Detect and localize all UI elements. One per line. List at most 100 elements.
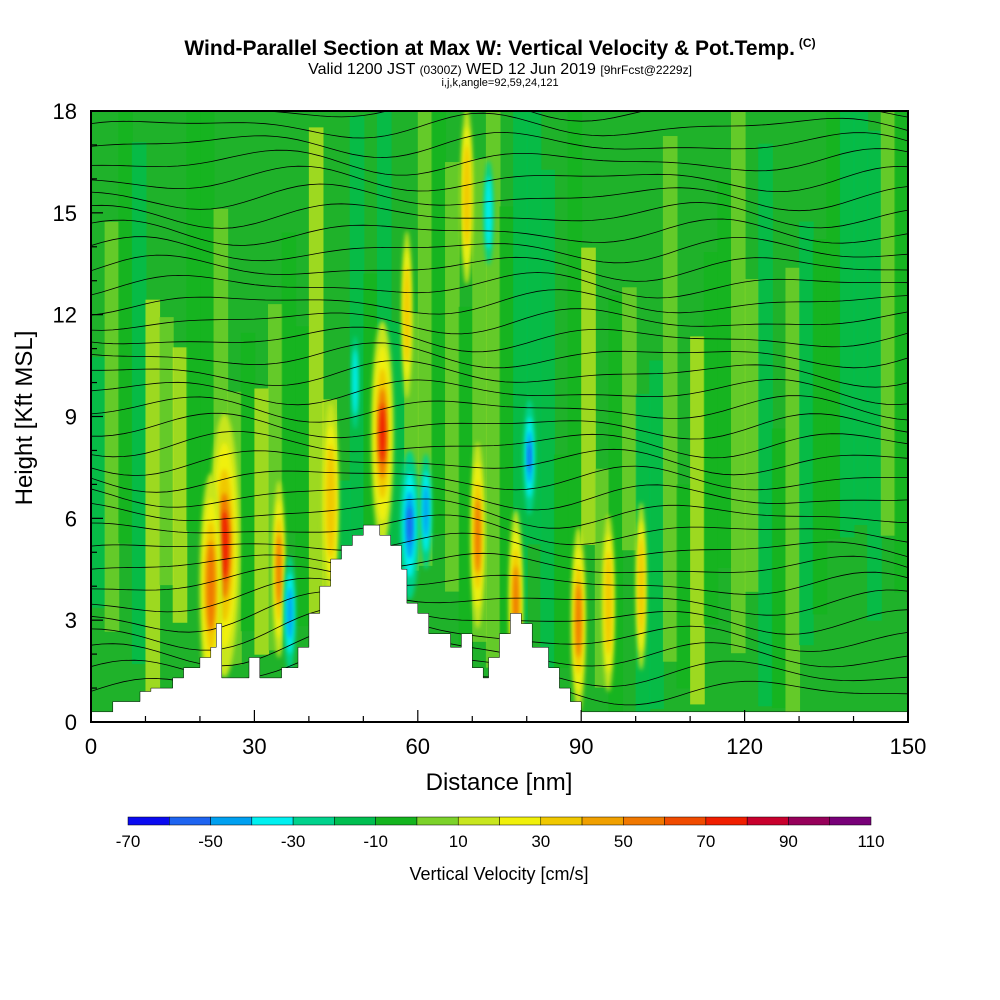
velocity-band (104, 221, 120, 632)
velocity-band (690, 336, 705, 705)
updraft-cell (206, 541, 216, 632)
updraft-cell (379, 404, 386, 463)
isentrope-line (91, 236, 908, 264)
velocity-band (553, 454, 569, 669)
forecast-info: [9hrFcst@2229z] (600, 63, 692, 77)
downdraft-cell (527, 442, 531, 472)
updraft-cell (276, 533, 282, 605)
velocity-band (581, 247, 596, 545)
y-tick-label: 3 (65, 608, 77, 633)
isentrope-line (91, 218, 908, 246)
isentrope-line (91, 359, 908, 388)
colorbar-tick-label: 110 (857, 832, 884, 851)
downdraft-cell (423, 485, 429, 538)
isentrope-line (91, 552, 908, 574)
velocity-band (458, 306, 474, 657)
terrain (90, 524, 909, 723)
x-tick-label: 0 (85, 734, 97, 759)
updraft-cell (326, 444, 336, 559)
y-tick-label: 0 (65, 710, 77, 735)
velocity-band (853, 111, 869, 526)
velocity-band (308, 127, 324, 641)
velocity-field (91, 111, 908, 718)
isentrope-line (91, 498, 908, 529)
isentrope-line (91, 326, 908, 353)
velocity-band (445, 162, 460, 592)
colorbar-tick-label: -30 (281, 832, 306, 851)
x-tick-label: 60 (406, 734, 430, 759)
velocity-band (826, 111, 841, 539)
colorbar-swatch (127, 816, 170, 826)
velocity-band (281, 232, 297, 534)
updraft-cell (575, 582, 582, 658)
isentrope-line (91, 183, 908, 212)
colorbar-swatch (788, 816, 830, 826)
y-tick-label: 9 (65, 405, 77, 430)
x-tick-label: 90 (569, 734, 593, 759)
velocity-band (717, 180, 732, 568)
velocity-band (676, 484, 692, 689)
downdraft-cell (287, 587, 293, 640)
velocity-band (771, 428, 787, 709)
updraft-cell (638, 537, 645, 635)
x-axis: 0 30 60 90 120 150 (85, 710, 926, 759)
downdraft-cell (485, 176, 492, 250)
grid-info: i,j,k,angle=92,59,24,121 (441, 77, 559, 89)
updraft-cell (604, 551, 612, 655)
updraft-cell (474, 497, 481, 573)
isentrope-line (91, 532, 908, 560)
colorbar-swatch (705, 816, 748, 826)
colorbar-title: Vertical Velocity [cm/s] (409, 864, 588, 884)
y-tick-label: 12 (53, 303, 77, 328)
updraft-cell (463, 144, 471, 248)
y-axis-title: Height [Kft MSL] (11, 331, 38, 506)
velocity-band (812, 239, 828, 615)
isentrope-line (91, 577, 908, 616)
velocity-band (118, 111, 133, 544)
downdraft-cell (407, 506, 413, 544)
velocity-band (703, 252, 719, 625)
colorbar-swatch (375, 816, 418, 826)
downdraft-cell (352, 349, 358, 416)
velocity-band (839, 111, 855, 538)
colorbar-swatch (664, 816, 707, 826)
valid-time-utc: (0300Z) (419, 63, 462, 77)
colorbar-tick-label: 70 (696, 832, 715, 851)
velocity-band (145, 299, 161, 707)
velocity-band (240, 332, 256, 632)
velocity-band (799, 221, 814, 646)
valid-date: WED 12 Jun 2019 (466, 61, 596, 78)
velocity-band (172, 347, 188, 623)
isentrope-line (91, 342, 908, 369)
colorbar-swatch (334, 816, 376, 826)
velocity-band (431, 111, 447, 534)
isentrope-line (91, 484, 908, 511)
colorbar-tick-label: 30 (531, 832, 550, 851)
isentrope-line (91, 112, 908, 139)
isentrope-line (91, 148, 908, 176)
colorbar-swatch (416, 816, 459, 826)
velocity-band (662, 136, 678, 662)
x-axis-title: Distance [nm] (426, 769, 573, 796)
valid-time: Valid 1200 JST (308, 61, 416, 78)
velocity-band (254, 388, 270, 655)
y-tick-label: 15 (53, 201, 77, 226)
updraft-cell (220, 511, 229, 580)
colorbar-swatch (499, 816, 542, 826)
isentrope-line (91, 448, 908, 476)
isentrope-line (91, 131, 908, 158)
velocity-band (417, 111, 433, 566)
velocity-band (186, 111, 201, 531)
y-tick-label: 6 (65, 506, 77, 531)
velocity-band (894, 111, 908, 593)
isentrope-line (91, 565, 908, 595)
velocity-band (744, 279, 760, 592)
isentrope-line (91, 254, 908, 282)
isentrope-line (91, 465, 908, 493)
velocity-band (499, 206, 515, 649)
colorbar-swatch (251, 816, 294, 826)
x-tick-label: 150 (890, 734, 927, 759)
velocity-band (567, 111, 583, 578)
velocity-band (880, 111, 896, 536)
velocity-band (622, 287, 637, 551)
